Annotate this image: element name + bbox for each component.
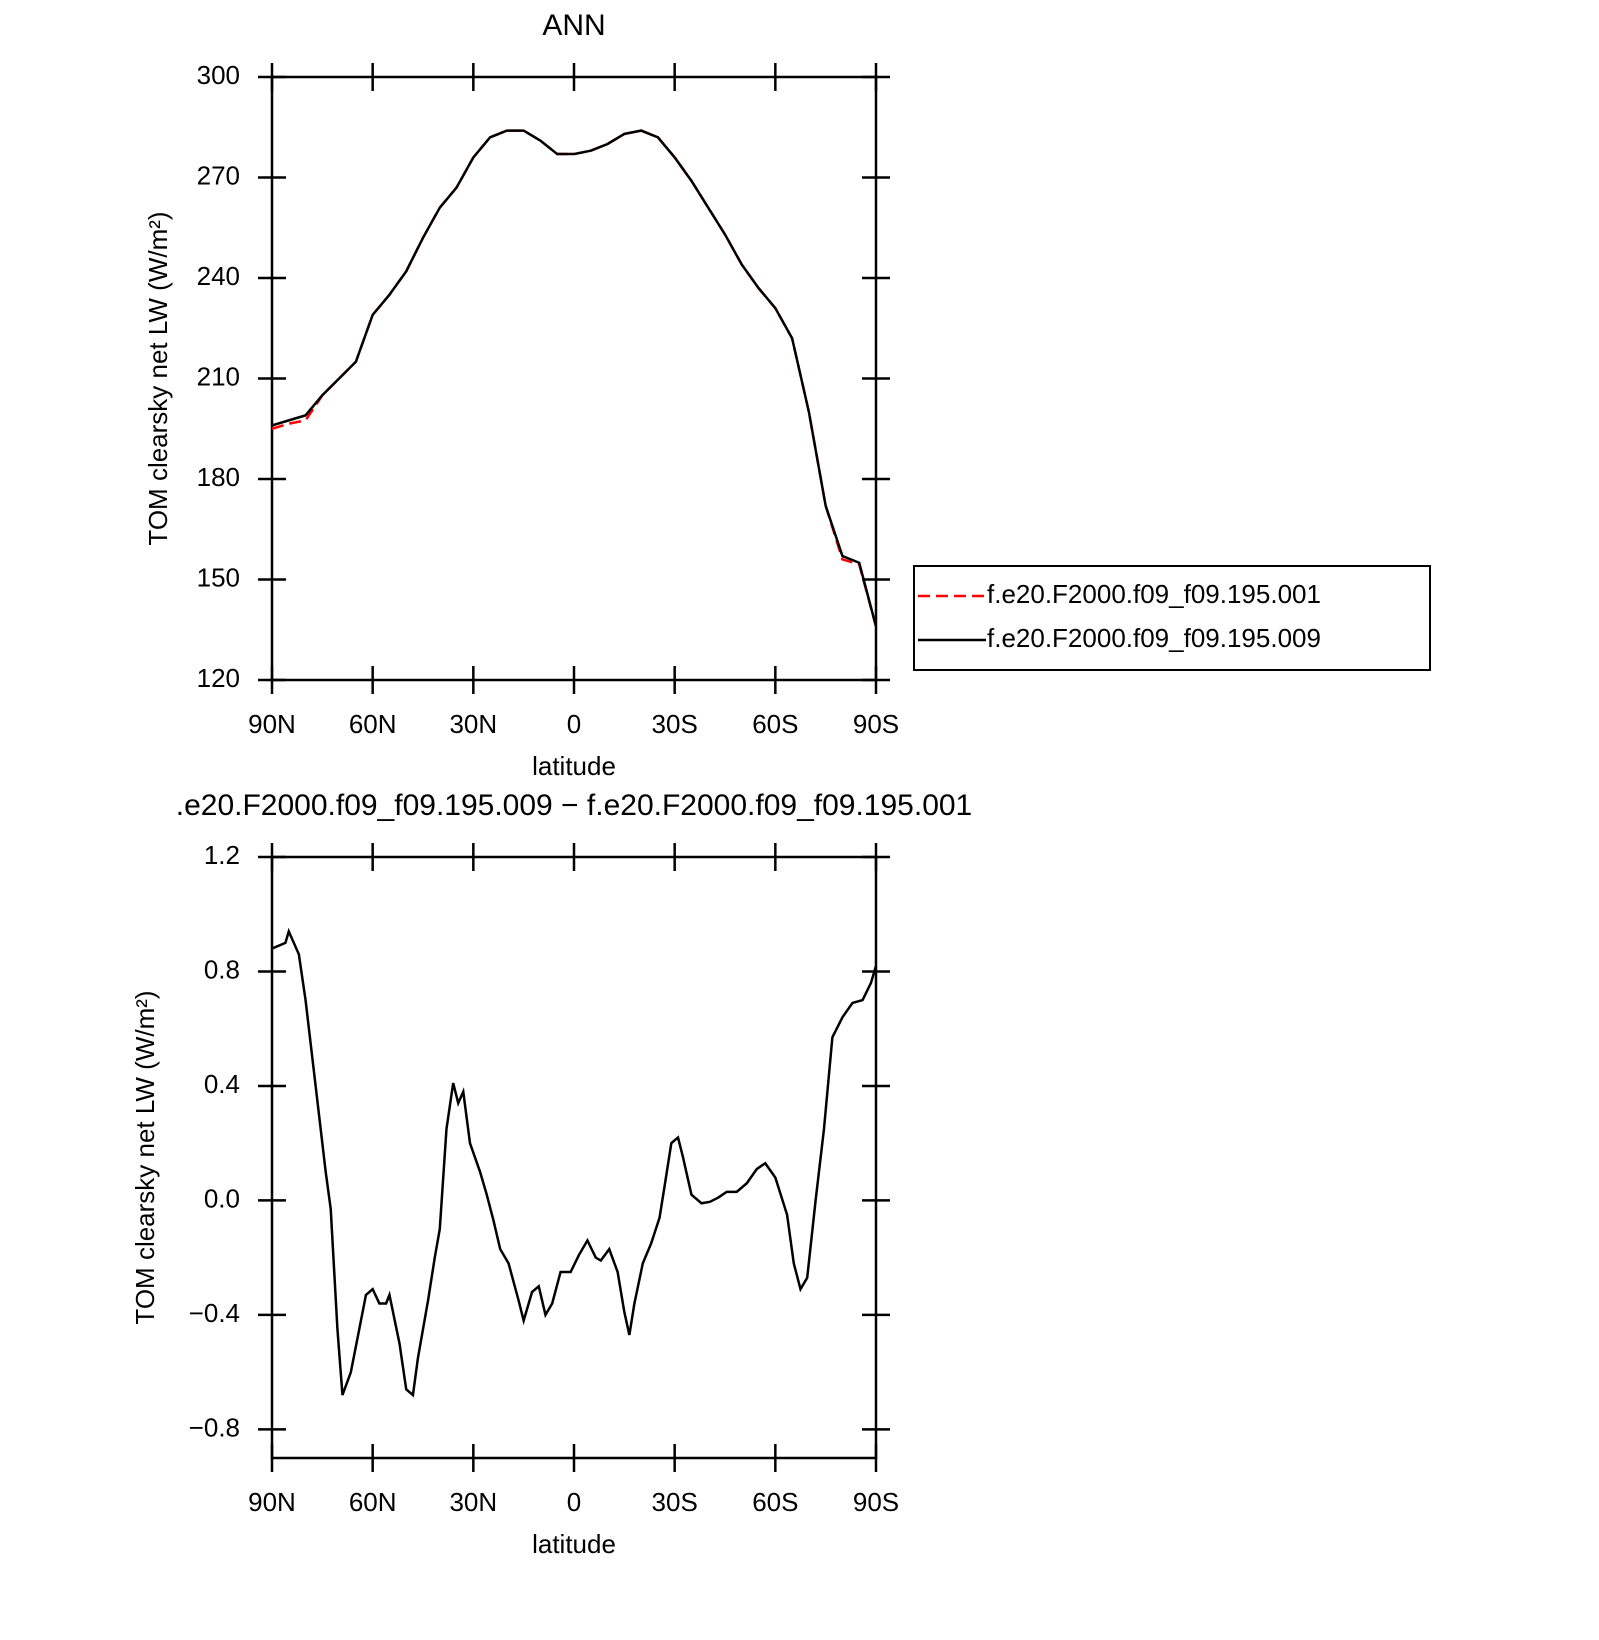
y-tick-label: 120 <box>197 663 240 693</box>
plot-frame <box>270 75 878 682</box>
y-tick-label: 0.0 <box>204 1183 240 1213</box>
x-axis-label: latitude <box>532 751 616 781</box>
y-tick-label: −0.4 <box>189 1298 240 1328</box>
x-tick-label: 90N <box>248 709 296 739</box>
data-line <box>271 129 878 627</box>
x-tick-label: 30S <box>652 1487 698 1517</box>
data-line <box>271 927 878 1398</box>
y-tick-label: 270 <box>197 160 240 190</box>
x-tick-label: 90N <box>248 1487 296 1517</box>
y-tick-label: 210 <box>197 361 240 391</box>
y-tick-label: 180 <box>197 462 240 492</box>
y-tick-label: 1.2 <box>204 840 240 870</box>
y-tick-label: 150 <box>197 562 240 592</box>
y-tick-label: 240 <box>197 261 240 291</box>
y-axis-label: TOM clearsky net LW (W/m²) <box>143 211 173 545</box>
x-tick-label: 0 <box>567 1487 581 1517</box>
legend-label: f.e20.F2000.f09_f09.195.001 <box>987 579 1321 609</box>
chart-title: ANN <box>542 9 605 42</box>
chart-title: .e20.F2000.f09_f09.195.009 − f.e20.F2000… <box>176 789 973 822</box>
x-tick-label: 60S <box>752 1487 798 1517</box>
x-tick-label: 0 <box>567 709 581 739</box>
y-tick-label: −0.8 <box>189 1412 240 1442</box>
x-tick-label: 90S <box>853 1487 899 1517</box>
y-axis-label: TOM clearsky net LW (W/m²) <box>130 990 160 1324</box>
x-axis-label: latitude <box>532 1529 616 1559</box>
y-tick-label: 0.4 <box>204 1069 240 1099</box>
x-tick-label: 60N <box>349 709 397 739</box>
legend-box <box>913 565 1431 671</box>
x-tick-label: 30S <box>652 709 698 739</box>
x-tick-label: 60N <box>349 1487 397 1517</box>
x-tick-label: 30N <box>449 1487 497 1517</box>
plot-frame <box>270 855 878 1460</box>
x-tick-label: 90S <box>853 709 899 739</box>
legend-label: f.e20.F2000.f09_f09.195.009 <box>987 623 1321 653</box>
x-tick-label: 30N <box>449 709 497 739</box>
data-line <box>271 129 878 627</box>
x-tick-label: 60S <box>752 709 798 739</box>
y-tick-label: 300 <box>197 60 240 90</box>
y-tick-label: 0.8 <box>204 954 240 984</box>
